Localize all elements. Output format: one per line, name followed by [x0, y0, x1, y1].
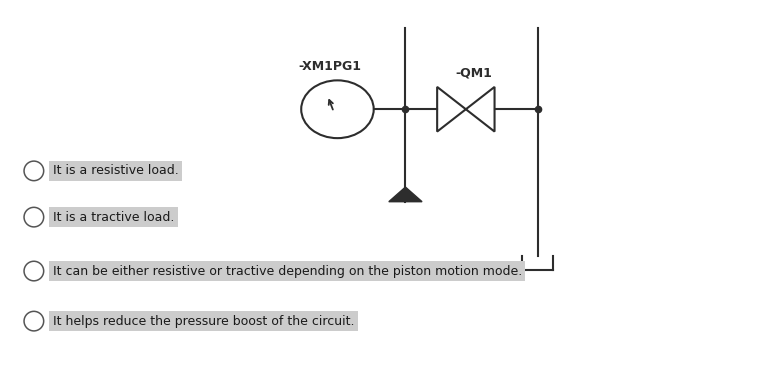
Text: It helps reduce the pressure boost of the circuit.: It helps reduce the pressure boost of th… [53, 315, 354, 327]
Text: It can be either resistive or tractive depending on the piston motion mode.: It can be either resistive or tractive d… [53, 265, 522, 277]
Text: It is a tractive load.: It is a tractive load. [53, 211, 174, 223]
Polygon shape [389, 187, 422, 202]
Text: -QM1: -QM1 [455, 66, 492, 79]
Text: It is a resistive load.: It is a resistive load. [53, 165, 178, 177]
Text: -XM1PG1: -XM1PG1 [299, 60, 362, 73]
